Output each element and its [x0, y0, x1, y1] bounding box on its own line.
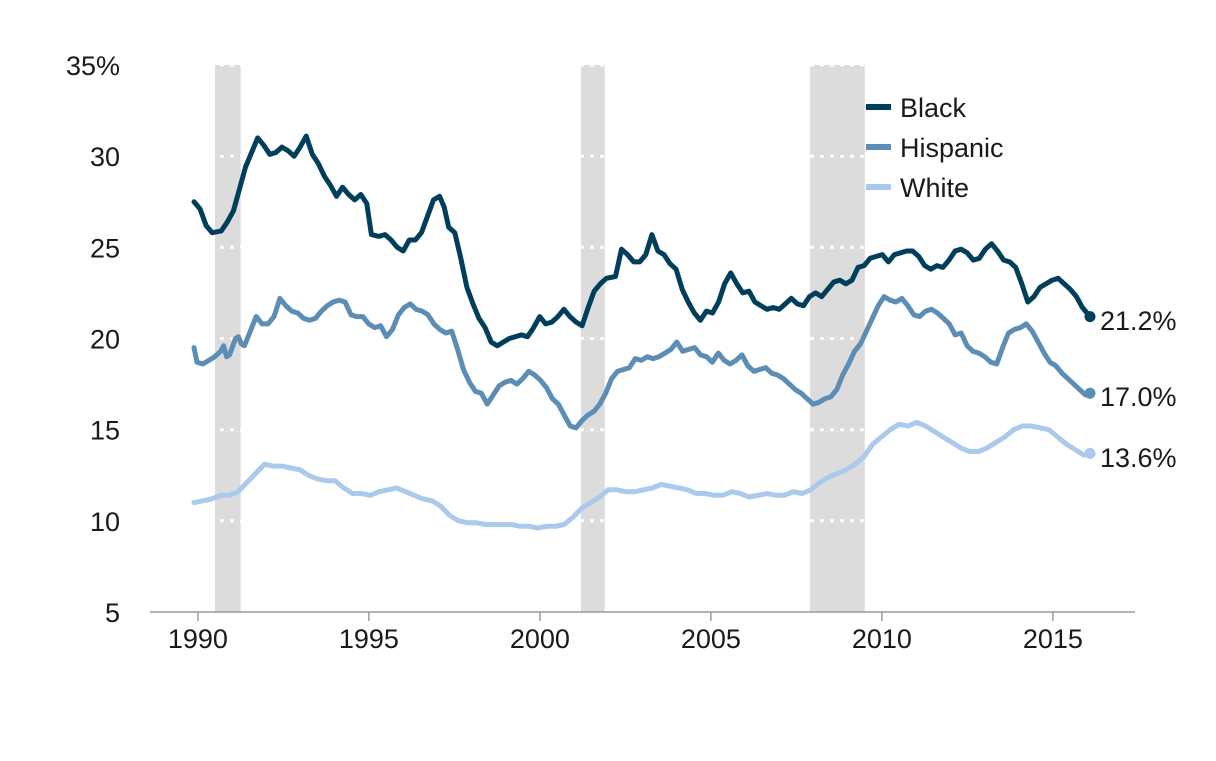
x-tick-label-1995: 1995: [339, 624, 399, 654]
series-endpoint-white: [1084, 447, 1096, 459]
y-tick-label-25: 25: [90, 233, 120, 263]
series-lines: [191, 133, 1096, 531]
end-label-hispanic: 17.0%: [1100, 382, 1177, 412]
y-tick-label-20: 20: [90, 325, 120, 355]
y-axis: 5 10 15 20 25 30 35%: [66, 51, 120, 628]
y-tick-label-30: 30: [90, 142, 120, 172]
recession-band-3: [810, 65, 865, 612]
end-labels: 21.2% 17.0% 13.6%: [1100, 306, 1177, 473]
series-endpoint-hispanic: [1084, 387, 1096, 399]
y-tick-label-10: 10: [90, 507, 120, 537]
y-tick-label-5: 5: [105, 598, 120, 628]
y-tick-label-35: 35%: [66, 51, 120, 81]
x-axis: 1990 1995 2000 2005 2010 2015: [168, 612, 1083, 654]
legend-label-hispanic: Hispanic: [900, 133, 1004, 163]
legend: Black Hispanic White: [866, 93, 1004, 203]
end-label-black: 21.2%: [1100, 306, 1177, 336]
x-tick-label-2005: 2005: [681, 624, 741, 654]
y-tick-label-15: 15: [90, 416, 120, 446]
series-line-hispanic: [191, 294, 1093, 431]
series-endpoint-black: [1084, 311, 1096, 323]
legend-label-white: White: [900, 173, 969, 203]
x-tick-label-2015: 2015: [1023, 624, 1083, 654]
legend-label-black: Black: [900, 93, 967, 123]
series-line-white: [191, 419, 1093, 531]
x-tick-label-1990: 1990: [168, 624, 228, 654]
series-line-black: [191, 133, 1093, 349]
gridlines: [150, 63, 1135, 523]
end-label-white: 13.6%: [1100, 443, 1177, 473]
x-tick-label-2010: 2010: [852, 624, 912, 654]
x-tick-label-2000: 2000: [510, 624, 570, 654]
